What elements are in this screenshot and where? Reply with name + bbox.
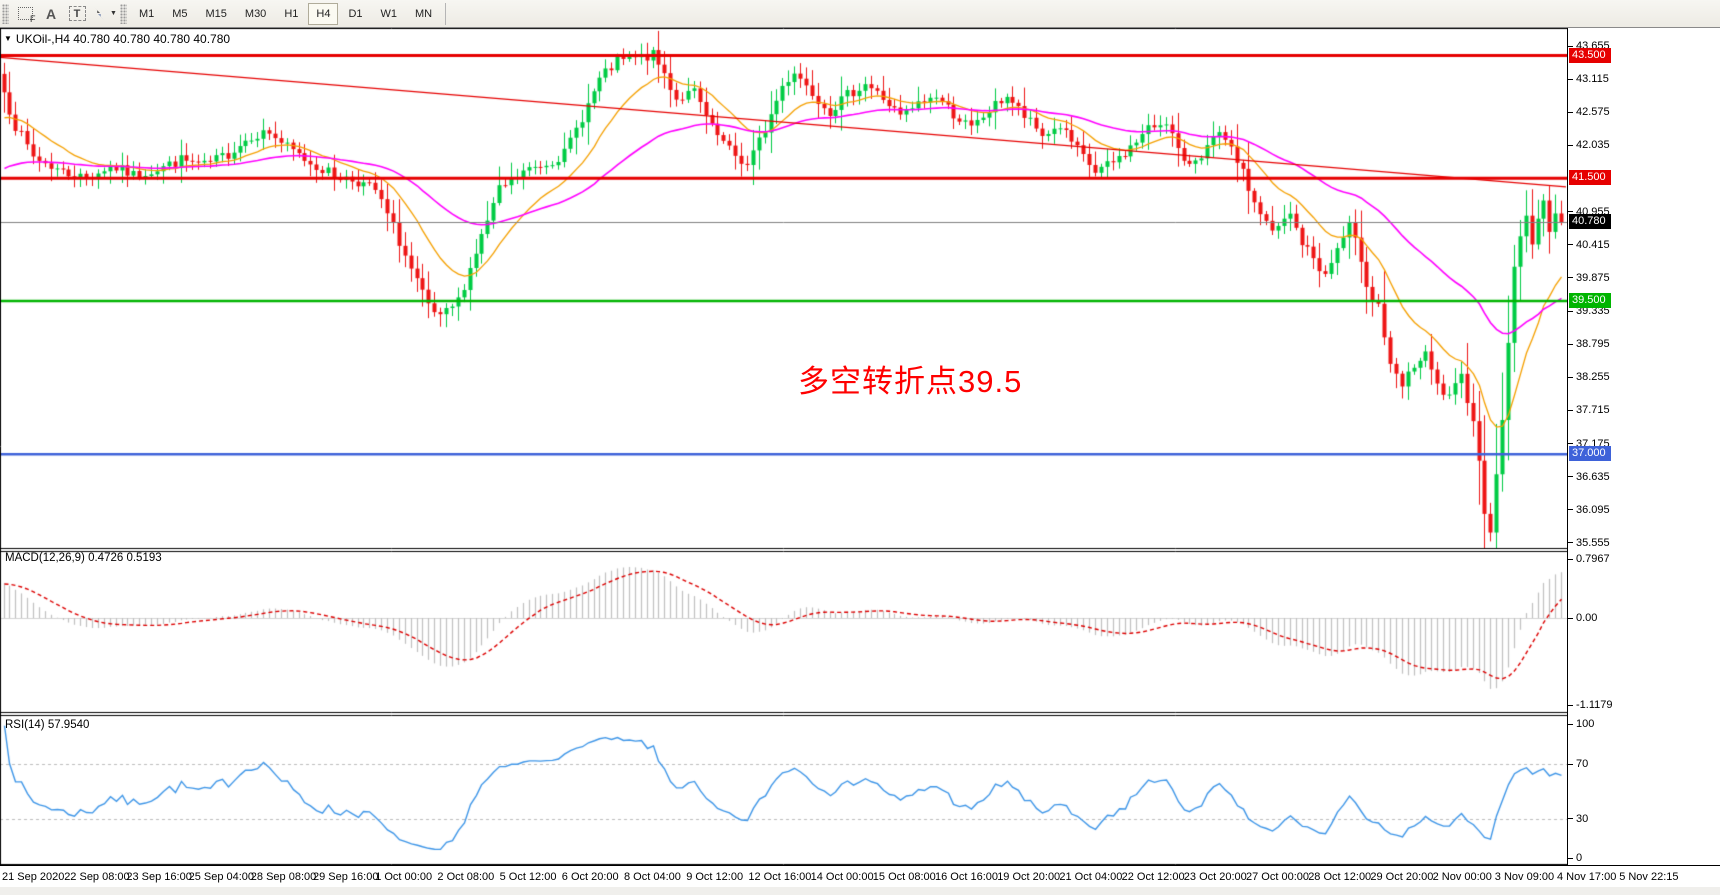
rsi-tick: 70 <box>1568 757 1588 771</box>
chart-title: ▼ UKOil-,H4 40.780 40.780 40.780 40.780 <box>4 32 230 46</box>
toolbar-grip[interactable] <box>119 3 127 24</box>
fibonacci-tool-button[interactable]: F <box>12 2 38 26</box>
text-tool-button[interactable]: A <box>38 2 64 26</box>
toolbar-grip[interactable] <box>2 3 9 24</box>
date-label: 28 Sep 08:00 <box>250 871 317 883</box>
timeframe-d1[interactable]: D1 <box>340 3 370 25</box>
timeframe-m1[interactable]: M1 <box>131 3 162 25</box>
macd-tick: -1.1179 <box>1568 698 1613 712</box>
date-label: 29 Oct 20:00 <box>1370 871 1434 883</box>
rsi-tick: 100 <box>1568 717 1594 731</box>
text-tool-icon: A <box>45 5 57 22</box>
chevron-down-icon: ▼ <box>110 10 117 17</box>
price-tick: 42.575 <box>1568 105 1610 119</box>
macd-tick: 0.7967 <box>1568 552 1610 566</box>
price-level-badge: 41.500 <box>1569 170 1611 186</box>
toolbar-separator <box>445 2 447 25</box>
macd-label: MACD(12,26,9) 0.4726 0.5193 <box>5 552 162 564</box>
date-label: 28 Oct 12:00 <box>1308 871 1372 883</box>
price-tick: 36.095 <box>1568 503 1610 517</box>
date-label: 1 Oct 00:00 <box>375 871 433 883</box>
rsi-tick: 0 <box>1568 851 1582 865</box>
timeframe-h4[interactable]: H4 <box>308 2 339 25</box>
timeframe-w1[interactable]: W1 <box>373 3 406 25</box>
date-label: 21 Oct 04:00 <box>1059 871 1123 883</box>
symbol-ohlc-text: UKOil-,H4 40.780 40.780 40.780 40.780 <box>15 32 231 46</box>
rsi-tick: 30 <box>1568 812 1588 826</box>
date-label: 16 Oct 16:00 <box>935 871 998 883</box>
text-label-icon: T <box>68 6 86 21</box>
date-label: 4 Nov 17:00 <box>1557 871 1617 883</box>
price-tick: 35.555 <box>1568 536 1610 550</box>
price-tick: 40.415 <box>1568 238 1610 252</box>
chart-canvas[interactable] <box>0 28 1567 865</box>
date-label: 23 Sep 16:00 <box>126 871 192 883</box>
price-tick: 37.715 <box>1568 403 1610 417</box>
text-label-tool-button[interactable]: T <box>64 2 90 26</box>
price-axis[interactable]: 43.655 43.115 42.575 42.035 40.955 40.415 39.8… <box>1567 28 1720 865</box>
rsi-label: RSI(14) 57.9540 <box>5 719 90 731</box>
timeframe-m5[interactable]: M5 <box>164 3 195 25</box>
date-label: 6 Oct 20:00 <box>561 871 619 883</box>
date-label: 2 Nov 00:00 <box>1432 871 1492 883</box>
date-label: 9 Oct 12:00 <box>686 871 744 883</box>
price-tick: 38.795 <box>1568 337 1610 351</box>
timeframe-h1[interactable]: H1 <box>276 3 306 25</box>
annotation-text: 多空转折点39.5 <box>798 364 1023 399</box>
pane-resize-handle[interactable] <box>0 710 1567 715</box>
date-label: 25 Sep 04:00 <box>188 871 255 883</box>
date-label: 3 Nov 09:00 <box>1494 871 1555 883</box>
date-label: 2 Oct 08:00 <box>437 871 495 883</box>
pane-resize-handle[interactable] <box>0 546 1567 551</box>
price-tick: 42.035 <box>1568 138 1610 152</box>
date-label: 27 Oct 00:00 <box>1246 871 1309 883</box>
date-label: 5 Oct 12:00 <box>499 871 557 883</box>
date-label: 14 Oct 00:00 <box>810 871 874 883</box>
date-label: 8 Oct 04:00 <box>624 871 681 883</box>
price-level-badge: 39.500 <box>1569 292 1611 308</box>
timeframe-mn[interactable]: MN <box>407 3 440 25</box>
date-label: 22 Sep 08:00 <box>64 871 130 883</box>
bottom-padding <box>0 887 1720 895</box>
date-label: 29 Sep 16:00 <box>313 871 379 883</box>
macd-tick: 0.00 <box>1568 611 1597 625</box>
price-tick: 36.635 <box>1568 470 1610 484</box>
price-tick: 39.335 <box>1568 304 1610 318</box>
toolbar: F A T ▼ M1 M5 M15 M30 H1 H4 D1 W1 MN <box>0 0 1720 28</box>
arrows-icon <box>94 7 104 20</box>
price-tick: 39.875 <box>1568 271 1610 285</box>
date-label: 22 Oct 12:00 <box>1121 871 1185 883</box>
date-label: 19 Oct 20:00 <box>997 871 1061 883</box>
price-level-badge: 37.000 <box>1569 446 1611 462</box>
timeframe-m15[interactable]: M15 <box>198 3 235 25</box>
arrow-tools-button[interactable]: ▼ <box>90 2 118 26</box>
current-price-badge: 40.780 <box>1569 214 1611 230</box>
symbol-dropdown-arrow[interactable]: ▼ <box>4 34 12 43</box>
date-label: 5 Nov 22:15 <box>1619 871 1679 883</box>
date-label: 12 Oct 16:00 <box>748 871 812 883</box>
date-label: 21 Sep 2020 <box>2 871 65 883</box>
fibonacci-icon: F <box>17 7 36 24</box>
date-label: 23 Oct 20:00 <box>1183 871 1247 883</box>
timeframe-group: M1 M5 M15 M30 H1 H4 D1 W1 MN <box>130 2 441 25</box>
timeframe-m30[interactable]: M30 <box>237 3 274 25</box>
date-label: 15 Oct 08:00 <box>872 871 936 883</box>
price-tick: 38.255 <box>1568 370 1610 384</box>
price-tick: 43.115 <box>1568 72 1609 86</box>
price-level-badge: 43.500 <box>1569 47 1611 63</box>
